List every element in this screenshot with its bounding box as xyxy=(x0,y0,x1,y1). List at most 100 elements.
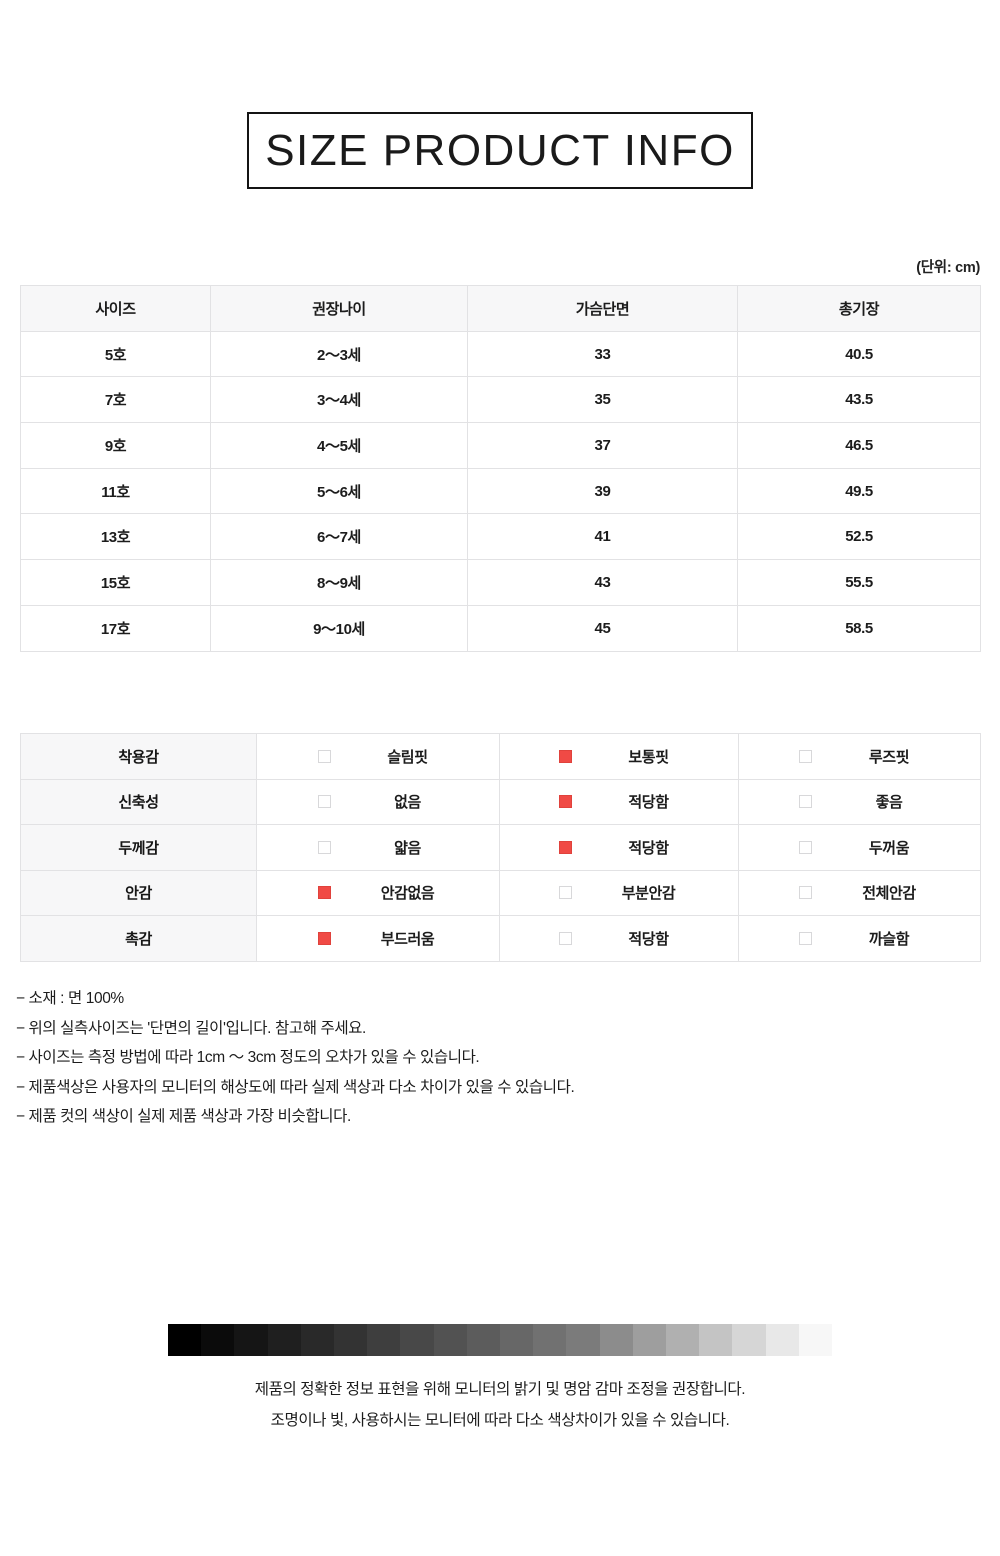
table-cell: 58.5 xyxy=(737,604,981,652)
fit-option-label: 적당함 xyxy=(628,930,669,948)
table-cell: 6〜7세 xyxy=(210,513,468,561)
note-line: − 제품 컷의 색상이 실제 제품 색상과 가장 비슷합니다. xyxy=(16,1108,351,1125)
table-cell: 11호 xyxy=(20,467,211,515)
fit-option-label: 보통핏 xyxy=(628,748,669,766)
grayscale-gradient-bar xyxy=(168,1324,833,1356)
table-cell: 37 xyxy=(467,422,738,469)
fit-row-label: 두께감 xyxy=(20,824,257,871)
fit-row-label: 신축성 xyxy=(20,778,257,825)
checkbox-checked-icon[interactable] xyxy=(558,840,572,854)
table-cell: 8〜9세 xyxy=(210,559,468,606)
checkbox-checked-icon[interactable] xyxy=(317,886,331,900)
fit-row-label: 안감 xyxy=(20,869,257,916)
fit-option-cell[interactable]: 부분안감 xyxy=(499,869,739,916)
gradient-step xyxy=(666,1324,700,1356)
table-cell: 33 xyxy=(467,330,738,378)
column-header-age: 권장나이 xyxy=(210,285,468,332)
gradient-step xyxy=(334,1324,368,1356)
fit-option-cell[interactable]: 얇음 xyxy=(256,824,500,871)
note-line: − 사이즈는 측정 방법에 따라 1cm 〜 3cm 정도의 오차가 있을 수 … xyxy=(16,1049,480,1066)
fit-option-cell[interactable]: 두꺼움 xyxy=(738,824,981,871)
unit-note: (단위: cm) xyxy=(916,260,980,276)
gradient-step xyxy=(168,1324,202,1356)
fit-option-label: 적당함 xyxy=(628,839,669,857)
fit-option-label: 적당함 xyxy=(628,794,669,812)
gradient-step xyxy=(267,1324,301,1356)
table-row: 11호 5〜6세 39 49.5 xyxy=(20,467,981,515)
table-cell: 52.5 xyxy=(737,513,981,561)
gradient-step xyxy=(466,1324,501,1356)
checkbox-checked-icon[interactable] xyxy=(317,931,331,945)
fit-option-label: 얇음 xyxy=(394,839,421,857)
checkbox-unchecked-icon[interactable] xyxy=(799,840,812,854)
checkbox-unchecked-icon[interactable] xyxy=(317,795,331,809)
table-cell: 49.5 xyxy=(737,467,981,515)
fit-option-cell[interactable]: 안감없음 xyxy=(256,869,500,916)
gradient-step xyxy=(400,1324,434,1356)
fit-option-cell[interactable]: 슬림핏 xyxy=(256,733,500,780)
table-cell: 17호 xyxy=(20,604,211,652)
gradient-step xyxy=(765,1324,799,1356)
fit-option-label: 없음 xyxy=(394,794,421,812)
checkbox-unchecked-icon[interactable] xyxy=(799,749,812,763)
fit-option-cell[interactable]: 루즈핏 xyxy=(738,733,981,780)
table-cell: 5호 xyxy=(20,330,211,378)
table-cell: 43 xyxy=(467,559,738,606)
checkbox-unchecked-icon[interactable] xyxy=(317,840,331,854)
table-cell: 39 xyxy=(467,467,738,515)
table-cell: 4〜5세 xyxy=(210,422,468,469)
fit-row: 착용감 슬림핏 보통핏 루즈핏 xyxy=(20,733,981,780)
fit-option-cell[interactable]: 보통핏 xyxy=(499,733,739,780)
checkbox-checked-icon[interactable] xyxy=(558,795,572,809)
table-row: 17호 9〜10세 45 58.5 xyxy=(20,604,981,652)
checkbox-unchecked-icon[interactable] xyxy=(799,931,812,945)
fit-row: 촉감 부드러움 적당함 까슬함 xyxy=(20,915,981,962)
checkbox-unchecked-icon[interactable] xyxy=(799,795,812,809)
table-header-row: 사이즈 권장나이 가슴단면 총기장 xyxy=(20,285,981,332)
fit-option-cell[interactable]: 전체안감 xyxy=(738,869,981,916)
table-cell: 7호 xyxy=(20,376,211,424)
fit-row: 신축성 없음 적당함 좋음 xyxy=(20,778,981,825)
fit-option-label: 부드러움 xyxy=(380,930,435,948)
fit-row: 안감 안감없음 부분안감 전체안감 xyxy=(20,869,981,916)
gradient-step xyxy=(533,1324,567,1356)
table-row: 13호 6〜7세 41 52.5 xyxy=(20,513,981,561)
fit-option-label: 전체안감 xyxy=(862,885,916,903)
fit-option-cell[interactable]: 적당함 xyxy=(499,915,739,962)
gradient-step xyxy=(433,1324,467,1356)
fit-option-label: 안감없음 xyxy=(380,885,435,903)
gradient-step xyxy=(566,1324,600,1356)
fit-attributes-table: 착용감 슬림핏 보통핏 루즈핏 신축성 없음 적당함 좋음 두께감 얇음 적당함 두꺼움 안감 안감없음 부… xyxy=(20,733,981,962)
footer-line: 조명이나 빛, 사용하시는 모니터에 따라 다소 색상차이가 있을 수 있습니다… xyxy=(270,1412,730,1429)
fit-option-cell[interactable]: 까슬함 xyxy=(738,915,981,962)
fit-option-cell[interactable]: 적당함 xyxy=(499,824,739,871)
fit-option-cell[interactable]: 적당함 xyxy=(499,778,739,825)
checkbox-unchecked-icon[interactable] xyxy=(558,886,572,900)
gradient-step xyxy=(599,1324,633,1356)
gradient-step xyxy=(201,1324,235,1356)
fit-option-cell[interactable]: 좋음 xyxy=(738,778,981,825)
table-cell: 41 xyxy=(467,513,738,561)
fit-option-cell[interactable]: 부드러움 xyxy=(256,915,500,962)
gradient-step xyxy=(732,1324,766,1356)
gradient-step xyxy=(699,1324,733,1356)
column-header-size: 사이즈 xyxy=(20,285,211,332)
table-row: 7호 3〜4세 35 43.5 xyxy=(20,376,981,424)
table-cell: 46.5 xyxy=(737,422,981,469)
checkbox-unchecked-icon[interactable] xyxy=(317,749,331,763)
checkbox-checked-icon[interactable] xyxy=(558,749,572,763)
fit-row-label: 촉감 xyxy=(20,915,257,962)
column-header-chest: 가슴단면 xyxy=(467,285,738,332)
checkbox-unchecked-icon[interactable] xyxy=(799,886,812,900)
product-notes-list: − 소재 : 면 100% − 위의 실측사이즈는 '단면의 길이'입니다. 참고… xyxy=(16,984,956,1132)
gradient-step xyxy=(367,1324,401,1356)
fit-option-label: 부분안감 xyxy=(621,885,676,903)
monitor-disclaimer: 제품의 정확한 정보 표현을 위해 모니터의 밝기 및 명암 감마 조정을 권장… xyxy=(0,1374,1000,1436)
table-cell: 13호 xyxy=(20,513,211,561)
fit-option-cell[interactable]: 없음 xyxy=(256,778,500,825)
gradient-step xyxy=(798,1324,833,1356)
checkbox-unchecked-icon[interactable] xyxy=(558,931,572,945)
size-measurement-table: 사이즈 권장나이 가슴단면 총기장 5호 2〜3세 33 40.5 7호 3〜4세 35 43… xyxy=(20,285,981,652)
fit-row-label: 착용감 xyxy=(20,733,257,780)
table-cell: 9호 xyxy=(20,422,211,469)
